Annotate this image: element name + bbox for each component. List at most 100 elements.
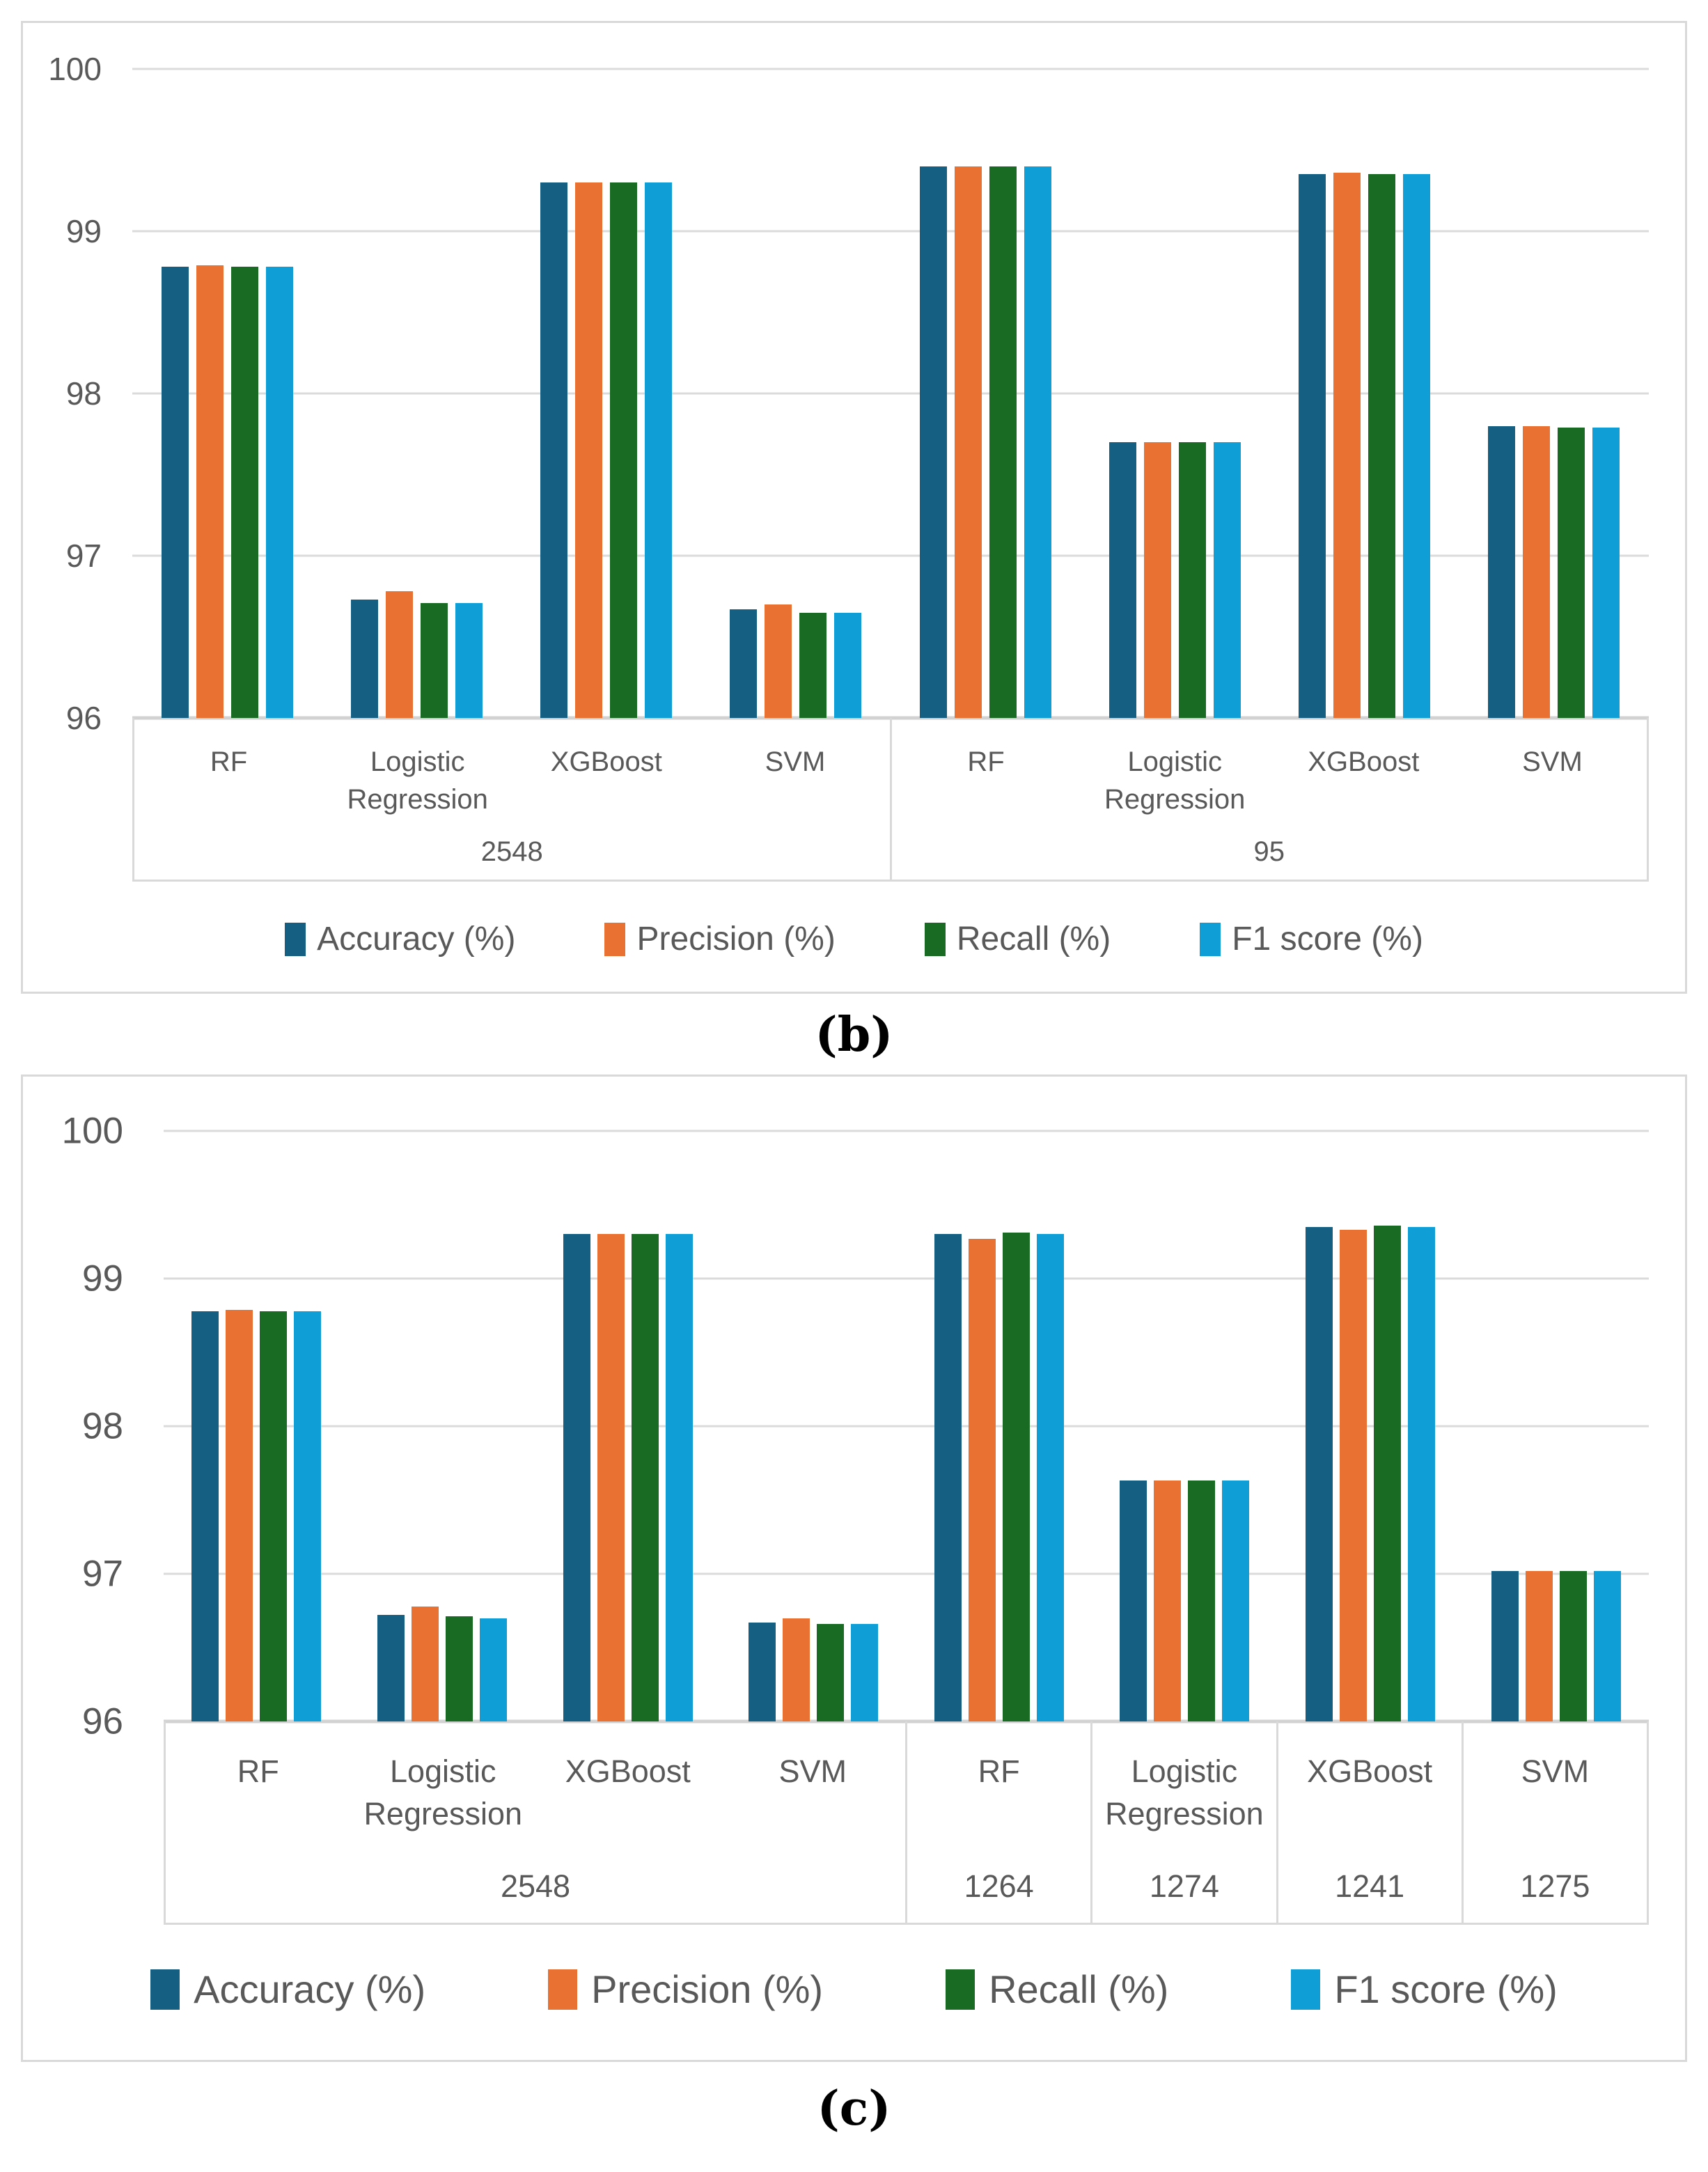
bar-accuracy [1488,425,1516,718]
gridline-98 [164,1425,1649,1428]
x-axis-group-2: RF Logistic Regression XGBoost SVM 95 [889,718,1647,880]
category-label-row: RF Logistic Regression XGBoost SVM [166,1721,905,1850]
category-slot-xgboost [1270,69,1459,718]
chart-c: 100 99 98 97 96 RF Logistic Regression XGBoost… [21,1075,1687,2062]
bar-f1 [1213,442,1241,718]
bar-precision [226,1309,253,1721]
category-label: Logistic Regression [363,1753,523,1831]
gridline-97 [132,554,1649,557]
precision-swatch-icon [548,1969,578,2010]
bar-f1 [1036,1234,1064,1721]
bar-group-2 [891,69,1649,718]
category-slot-rf [891,69,1080,718]
bar-f1 [294,1311,322,1721]
bar-f1 [851,1624,879,1721]
bar-recall [1368,174,1396,718]
bar-accuracy [161,267,189,718]
bar-recall [989,166,1017,718]
group-label: 2548 [480,836,543,867]
category-label: Logistic Regression [1090,1721,1276,1850]
bar-recall [1374,1225,1402,1721]
accuracy-swatch-icon [150,1969,180,2010]
legend-item-f1: F1 score (%) [1200,920,1423,958]
category-slot-svm [1463,1131,1649,1721]
bar-recall [799,612,827,718]
gridline-98 [132,392,1649,395]
bar-f1 [1408,1226,1436,1721]
legend-label: Precision (%) [636,921,836,958]
category-label: XGBoost [1308,747,1420,777]
group-label: 1264 [964,1868,1034,1904]
category-slot-svm [701,69,891,718]
bar-f1 [1592,427,1620,718]
category-slot-svm [721,1131,907,1721]
group-label-row: 2548 [134,824,890,880]
bar-accuracy [191,1311,219,1721]
legend-item-precision: Precision (%) [604,920,836,958]
category-label-row: RF Logistic Regression XGBoost SVM [907,1721,1647,1850]
bar-recall [1188,1480,1216,1721]
legend-item-recall: Recall (%) [924,920,1111,958]
category-label: RF [210,747,248,777]
category-label: SVM [1461,1721,1647,1850]
bar-f1 [1403,174,1431,718]
bar-accuracy [1306,1226,1333,1721]
bars-row [164,1131,1649,1721]
category-slot-svm [1459,69,1649,718]
bar-accuracy [1120,1480,1147,1721]
chart-b-plot-area: 100 99 98 97 96 [48,53,1649,734]
category-slot-rf [164,1131,350,1721]
category-label-row: RF Logistic Regression XGBoost SVM [134,718,890,824]
bar-recall [420,602,448,718]
y-axis-tick-label: 100 [48,51,102,87]
f1-swatch-icon [1291,1969,1321,2010]
bar-precision [597,1234,625,1721]
bar-precision [1154,1480,1182,1721]
bar-accuracy [350,599,378,718]
x-axis-group-1: RF Logistic Regression XGBoost SVM 2548 [166,1721,905,1923]
category-slot-xgboost [512,69,701,718]
bar-precision [954,166,982,718]
x-axis-group-2: RF Logistic Regression XGBoost SVM 1264 1274 1… [905,1721,1647,1923]
bar-precision [765,604,792,718]
gridline-100 [164,1130,1649,1132]
bar-precision [1523,425,1551,718]
category-label: RF [978,1753,1020,1789]
group-label-row: 2548 [166,1850,905,1923]
category-slot-logistic-regression [1092,1131,1278,1721]
f1-swatch-icon [1200,922,1221,956]
bar-accuracy [1299,174,1326,718]
bar-recall [1558,427,1585,718]
chart-c-legend: Accuracy (%) Precision (%) Recall (%) F1 sc… [23,1967,1685,2012]
chart-c-plot-area: 100 99 98 97 96 [62,1113,1649,1740]
category-label: XGBoost [565,1753,691,1789]
bar-accuracy [1491,1570,1519,1721]
legend-label: Precision (%) [591,1967,824,2011]
bars-row [132,69,1649,718]
bar-accuracy [377,1615,405,1721]
bar-precision [1340,1230,1368,1721]
legend-label: F1 score (%) [1232,921,1423,958]
y-axis-tick-label: 99 [65,213,102,249]
chart-b-x-axis-table: RF Logistic Regression XGBoost SVM 2548 RF Log… [132,718,1649,882]
group-label: 2548 [500,1868,571,1904]
chart-c-x-axis-table: RF Logistic Regression XGBoost SVM 2548 RF Log… [164,1721,1649,1925]
legend-item-accuracy: Accuracy (%) [150,1967,425,2012]
gridline-99 [164,1277,1649,1280]
bar-accuracy [919,166,947,718]
category-slot-logistic-regression [350,1131,535,1721]
caption-b: (b) [815,1007,893,1063]
legend-label: F1 score (%) [1334,1967,1558,2011]
bar-f1 [455,602,483,718]
group-label: 95 [1253,836,1285,867]
y-axis-tick-label: 96 [82,1701,123,1742]
category-label: SVM [765,747,826,777]
bar-precision [196,265,224,718]
bar-f1 [265,267,293,718]
bar-recall [610,182,638,718]
bar-recall [445,1616,473,1721]
y-axis-tick-label: 98 [82,1405,123,1447]
gridline-100 [132,68,1649,70]
category-label: XGBoost [1276,1721,1462,1850]
y-axis-tick-label: 100 [61,1110,123,1152]
